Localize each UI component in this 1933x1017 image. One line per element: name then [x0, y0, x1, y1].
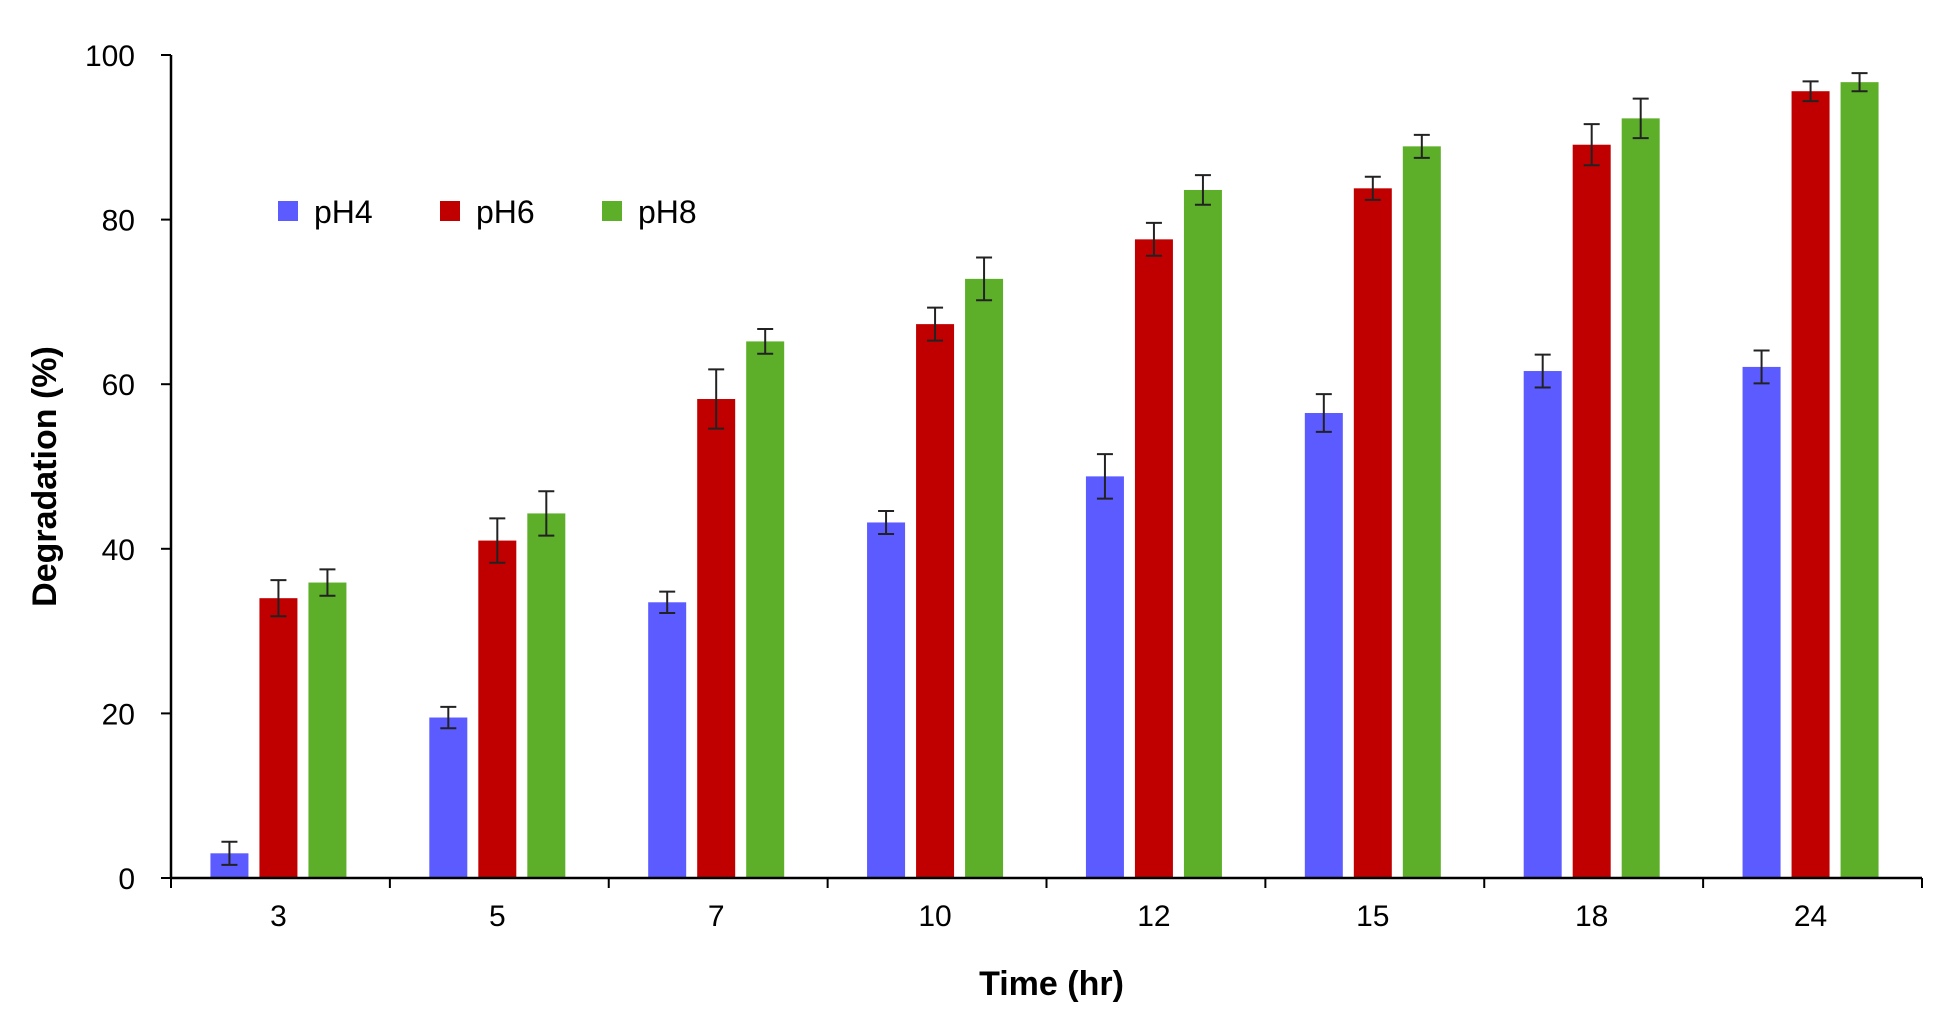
error-bar-ph6-18 — [1583, 123, 1600, 167]
bar-ph8-3 — [308, 582, 347, 878]
bar-ph4-15 — [1304, 413, 1343, 878]
error-bar-ph8-18 — [1632, 97, 1649, 140]
x-tick-label-10: 10 — [918, 900, 951, 933]
bar-ph8-12 — [1183, 189, 1222, 879]
legend-label: pH8 — [638, 194, 697, 230]
error-bar-ph4-5 — [440, 705, 457, 730]
legend: pH4 pH6 pH8 — [278, 194, 697, 230]
error-bar-ph8-3 — [319, 568, 336, 597]
error-bar-ph4-10 — [878, 509, 895, 535]
bar-ph6-15 — [1353, 188, 1392, 879]
bar-ph6-12 — [1134, 239, 1173, 879]
legend-swatch — [440, 201, 460, 221]
legend-item-ph8: pH8 — [602, 194, 697, 230]
bar-ph8-10 — [965, 278, 1004, 879]
error-bar-ph6-3 — [270, 579, 287, 618]
error-bar-ph8-15 — [1413, 133, 1430, 159]
y-tick-label-100: 100 — [85, 40, 135, 73]
legend-swatch — [602, 201, 622, 221]
x-tick-label-15: 15 — [1356, 900, 1389, 933]
y-tick-label-40: 40 — [102, 534, 135, 567]
error-bar-ph8-24 — [1851, 72, 1868, 93]
error-bar-ph4-24 — [1753, 349, 1770, 385]
x-tick-label-24: 24 — [1794, 900, 1827, 933]
axes — [161, 54, 1923, 888]
error-bar-ph4-3 — [221, 840, 238, 866]
error-bars-layer — [221, 72, 1868, 866]
legend-swatch — [278, 201, 298, 221]
bar-ph6-5 — [478, 540, 517, 878]
bar-ph4-12 — [1085, 476, 1124, 878]
bars-layer — [210, 82, 1879, 879]
bar-ph4-24 — [1742, 366, 1781, 878]
error-bar-ph4-7 — [659, 590, 676, 614]
error-bar-ph6-10 — [927, 306, 944, 342]
bar-ph8-18 — [1621, 118, 1660, 879]
x-tick-label-3: 3 — [270, 900, 287, 933]
error-bar-ph6-7 — [708, 368, 725, 430]
legend-item-ph4: pH4 — [278, 194, 373, 230]
bar-ph6-10 — [916, 324, 955, 879]
error-bar-ph8-5 — [538, 490, 555, 537]
x-tick-label-5: 5 — [489, 900, 506, 933]
error-bar-ph6-24 — [1802, 80, 1819, 103]
error-bar-ph6-5 — [489, 517, 506, 564]
bar-ph4-7 — [648, 602, 687, 878]
error-bar-ph4-15 — [1315, 393, 1332, 433]
y-tick-labels: 0 20 40 60 80 100 — [85, 40, 135, 896]
bar-ph4-10 — [867, 522, 906, 878]
x-tick-labels: 3 5 7 10 12 15 18 24 — [270, 900, 1827, 933]
bar-ph8-7 — [746, 341, 785, 878]
error-bar-ph6-12 — [1145, 221, 1162, 257]
error-bar-ph8-12 — [1194, 174, 1211, 206]
x-tick-label-7: 7 — [708, 900, 725, 933]
bar-ph8-15 — [1402, 146, 1441, 878]
bar-ph6-18 — [1572, 144, 1611, 878]
bar-ph8-5 — [527, 513, 566, 878]
error-bar-ph8-10 — [976, 256, 993, 302]
bar-ph8-24 — [1840, 82, 1879, 878]
y-axis-title: Degradation (%) — [26, 346, 64, 607]
legend-label: pH6 — [476, 194, 535, 230]
bar-ph6-24 — [1791, 91, 1830, 879]
legend-label: pH4 — [314, 194, 373, 230]
y-tick-label-0: 0 — [118, 863, 135, 896]
legend-item-ph6: pH6 — [440, 194, 535, 230]
error-bar-ph8-7 — [757, 328, 774, 355]
y-tick-label-80: 80 — [102, 205, 135, 238]
x-tick-label-12: 12 — [1137, 900, 1170, 933]
x-tick-label-18: 18 — [1575, 900, 1608, 933]
bar-ph4-18 — [1523, 371, 1562, 878]
error-bar-ph4-18 — [1534, 353, 1551, 389]
error-bar-ph6-15 — [1364, 175, 1381, 201]
bar-ph4-5 — [429, 717, 468, 878]
error-bar-ph4-12 — [1096, 453, 1113, 500]
y-tick-label-20: 20 — [102, 698, 135, 731]
y-tick-label-60: 60 — [102, 369, 135, 402]
bar-ph6-7 — [697, 399, 736, 878]
x-axis-title: Time (hr) — [979, 965, 1124, 1003]
bar-ph6-3 — [259, 598, 298, 878]
